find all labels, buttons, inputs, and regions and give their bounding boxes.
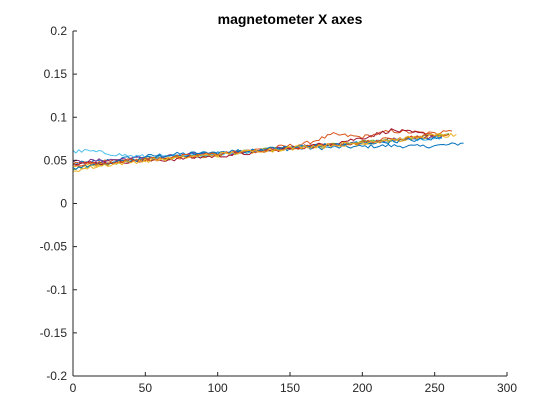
x-tick-label: 0 bbox=[70, 381, 77, 395]
x-tick-label: 200 bbox=[352, 381, 372, 395]
series-layer bbox=[72, 128, 464, 173]
plot-area bbox=[73, 31, 507, 376]
axes-background bbox=[73, 31, 507, 376]
x-tick-label: 300 bbox=[497, 381, 517, 395]
y-tick-label: -0.1 bbox=[46, 283, 67, 297]
series-line-10 bbox=[72, 133, 447, 173]
y-tick-label: -0.05 bbox=[40, 240, 68, 254]
x-tick-label: 250 bbox=[425, 381, 445, 395]
y-tick-label: -0.15 bbox=[40, 326, 68, 340]
x-tick-label: 150 bbox=[280, 381, 300, 395]
y-tick-label: -0.2 bbox=[46, 369, 67, 383]
x-tick-label: 100 bbox=[208, 381, 228, 395]
y-tick-label: 0.2 bbox=[50, 24, 67, 38]
chart-title: magnetometer X axes bbox=[218, 11, 363, 27]
y-tick-label: 0.15 bbox=[44, 67, 68, 81]
series-line-9 bbox=[72, 130, 453, 167]
y-tick-label: 0 bbox=[60, 197, 67, 211]
x-tick-label: 50 bbox=[139, 381, 153, 395]
y-tick-label: 0.1 bbox=[50, 110, 67, 124]
y-tick-label: 0.05 bbox=[44, 153, 68, 167]
axes-layer: 0 50 100 150 200 250 300 -0.2 -0.15 -0.1 -0.05 0 0.0… bbox=[40, 24, 518, 395]
